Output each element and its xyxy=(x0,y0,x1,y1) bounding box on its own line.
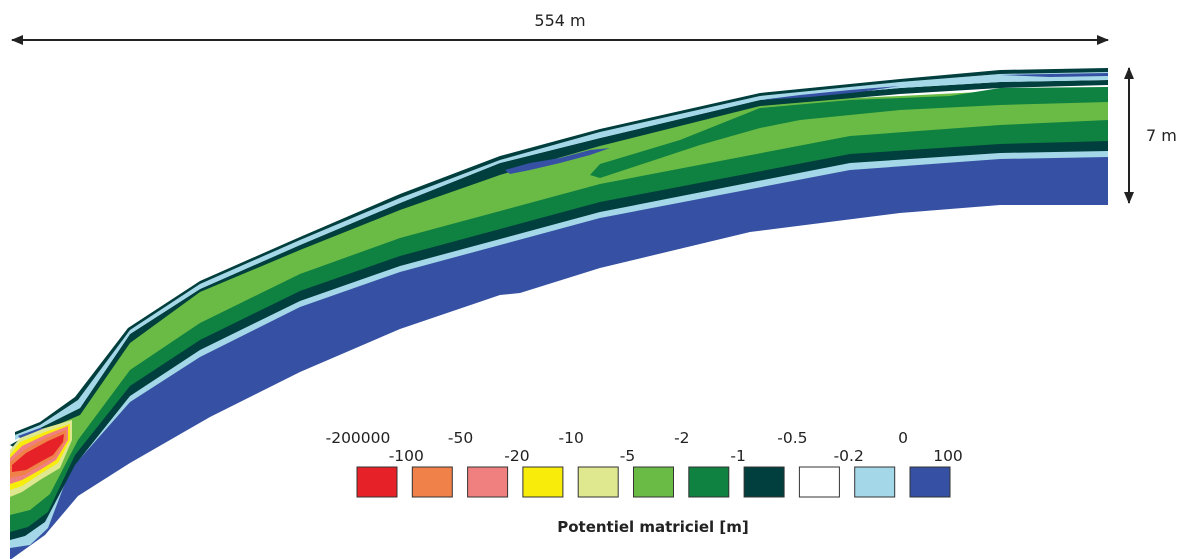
legend-swatch xyxy=(799,467,839,497)
legend-swatches xyxy=(357,467,950,497)
legend-swatch xyxy=(744,467,784,497)
legend-upper-label: -10 xyxy=(559,429,584,447)
legend-upper-label: 0 xyxy=(898,429,908,447)
legend-swatch xyxy=(855,467,895,497)
legend-upper-label: -50 xyxy=(448,429,473,447)
legend-lower-label: -100 xyxy=(389,447,424,465)
legend-upper-label: -2 xyxy=(674,429,689,447)
legend-swatch xyxy=(578,467,618,497)
legend-upper-labels: -200000 -50 -10 -2 -0.5 0 xyxy=(326,429,908,447)
legend-lower-label: -20 xyxy=(504,447,529,465)
legend: -200000 -50 -10 -2 -0.5 0 -100 -20 -5 -1 -0.2 100 … xyxy=(326,429,963,536)
legend-upper-label: -200000 xyxy=(326,429,391,447)
legend-swatch xyxy=(357,467,397,497)
legend-lower-label: -1 xyxy=(730,447,745,465)
legend-swatch xyxy=(523,467,563,497)
legend-lower-label: -5 xyxy=(620,447,635,465)
vertical-dimension-label: 7 m xyxy=(1146,126,1177,145)
legend-lower-label: 100 xyxy=(933,447,963,465)
legend-swatch xyxy=(634,467,674,497)
legend-lower-labels: -100 -20 -5 -1 -0.2 100 xyxy=(389,447,963,465)
legend-swatch xyxy=(468,467,508,497)
legend-swatch xyxy=(910,467,950,497)
legend-lower-label: -0.2 xyxy=(834,447,864,465)
legend-swatch xyxy=(412,467,452,497)
horizontal-dimension-label: 554 m xyxy=(534,11,585,30)
legend-swatch xyxy=(689,467,729,497)
legend-title: Potentiel matriciel [m] xyxy=(557,518,749,536)
legend-upper-label: -0.5 xyxy=(777,429,807,447)
